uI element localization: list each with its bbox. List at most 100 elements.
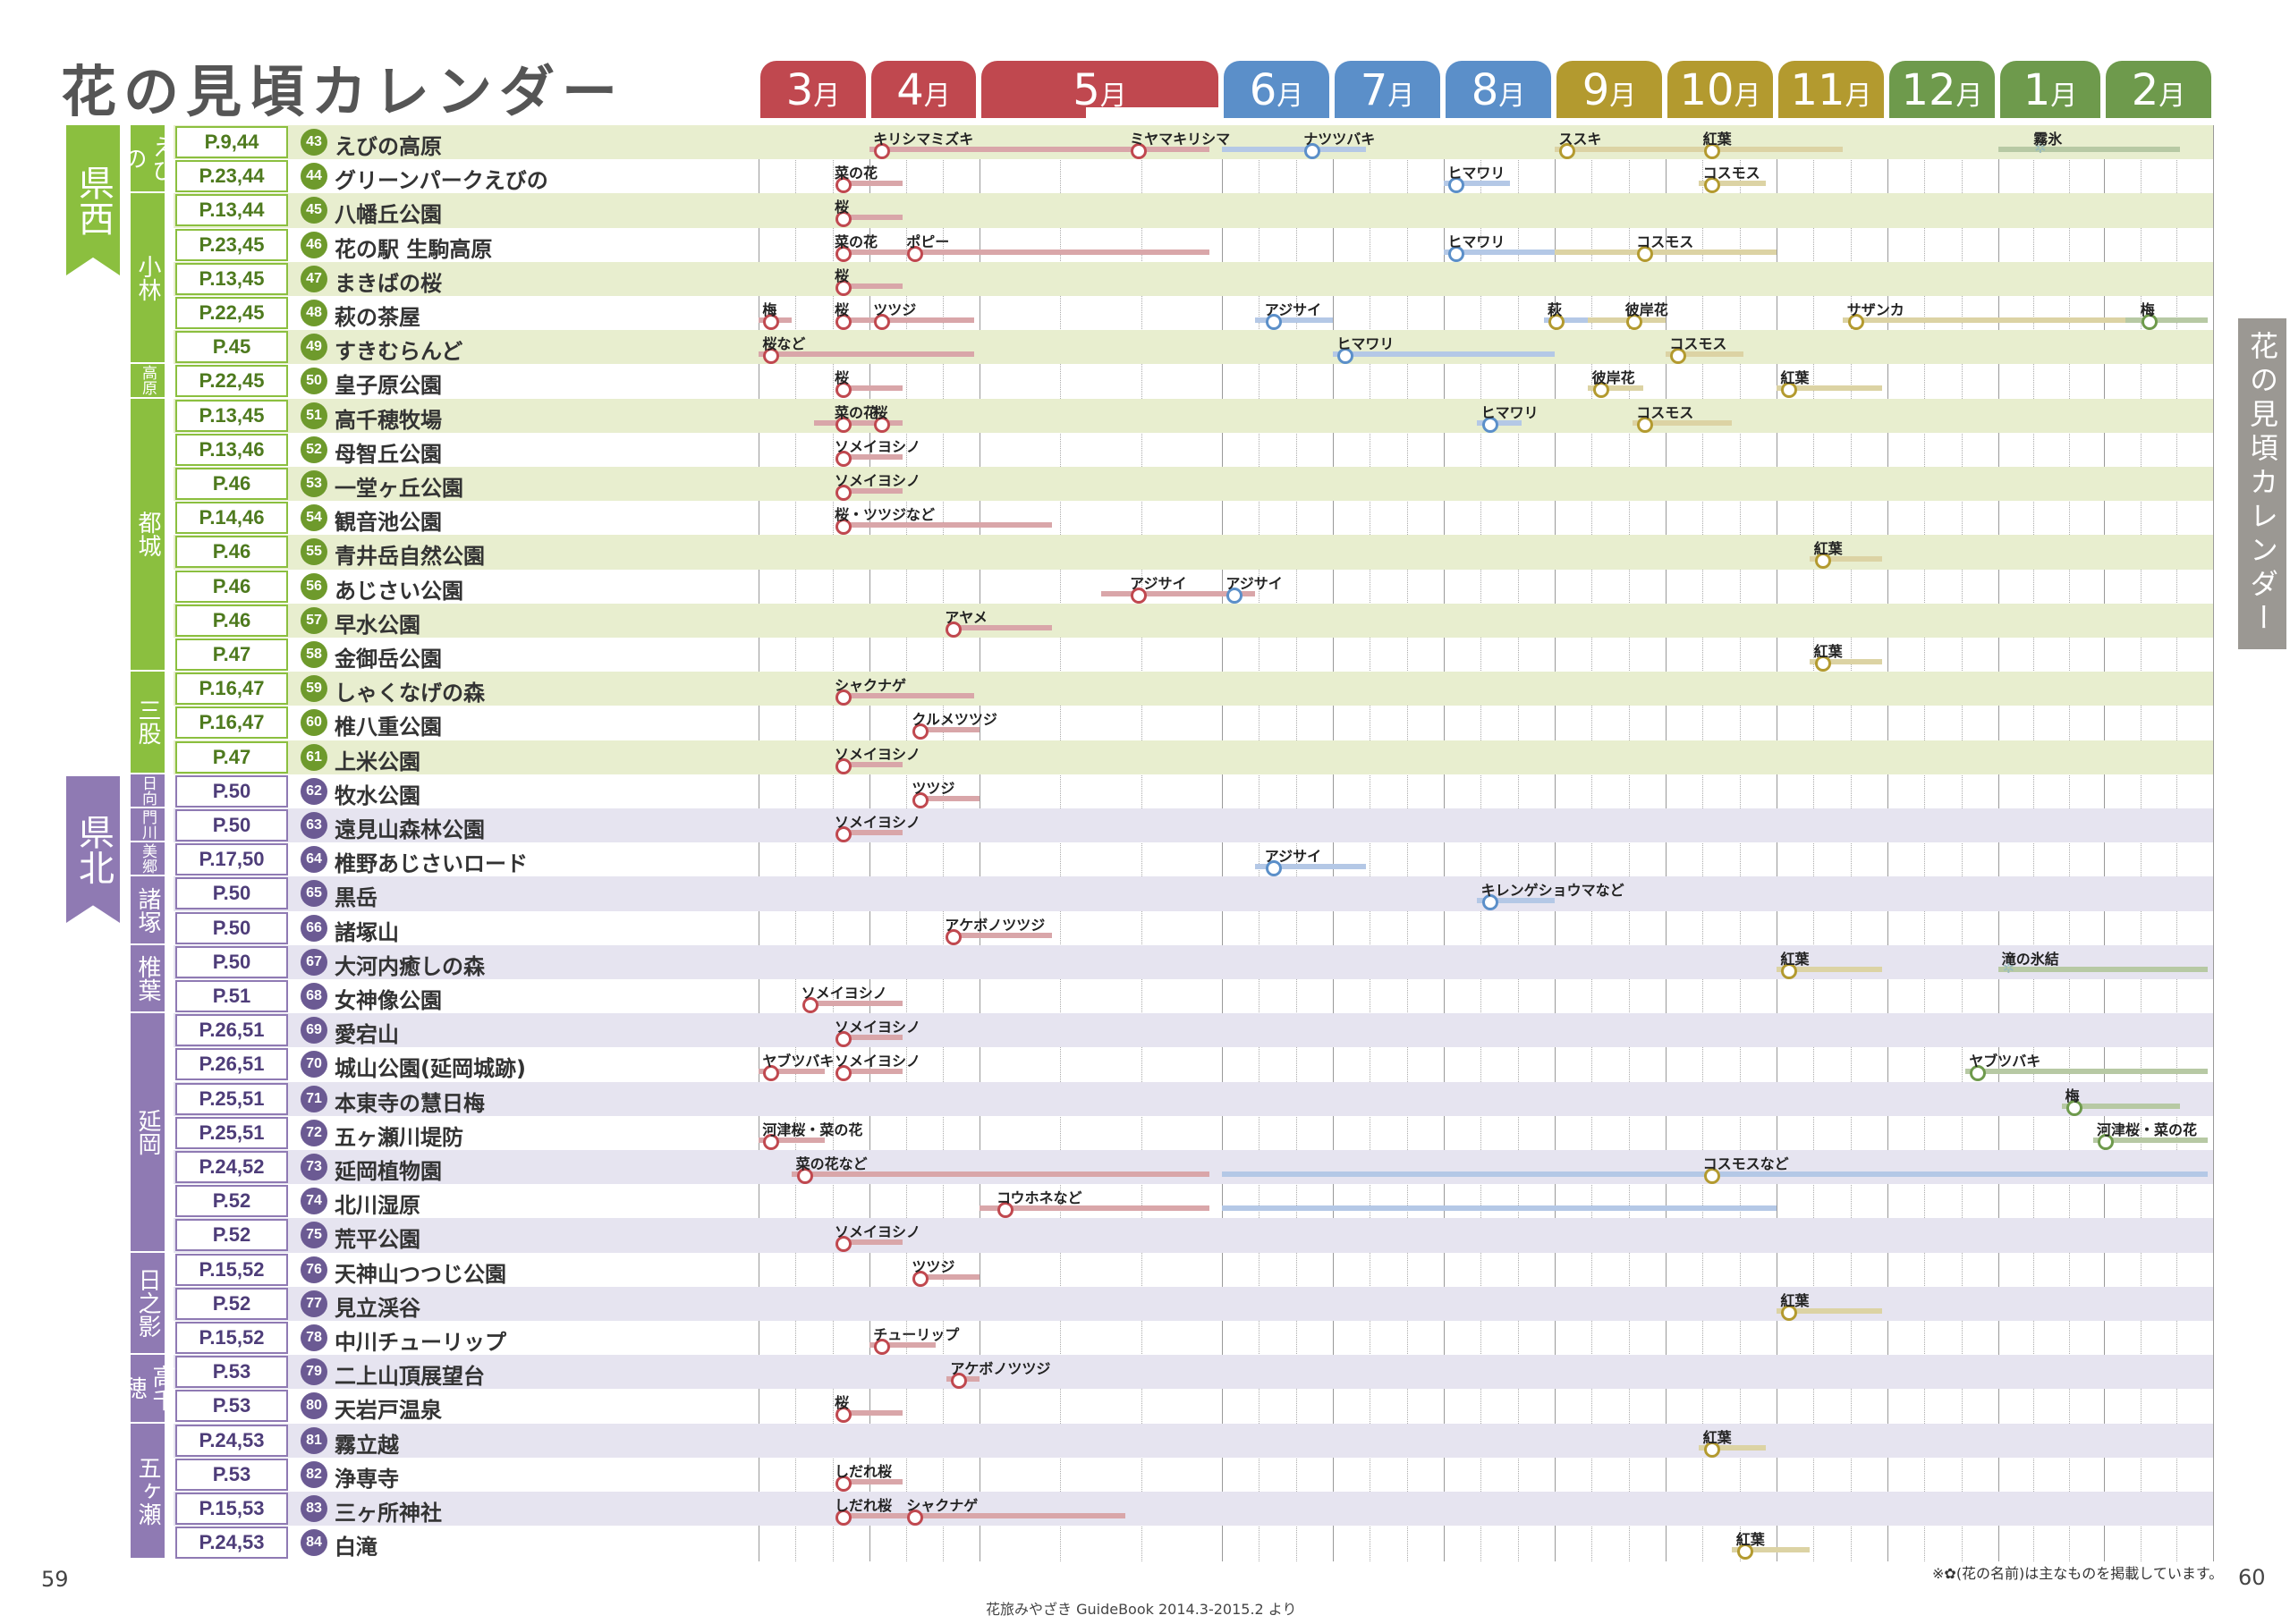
page-ref: P.24,52 [175, 1151, 288, 1183]
bloom-period-bar [1222, 1205, 1777, 1212]
flower-label: 菜の花など [795, 1155, 868, 1172]
month-unit: 月 [1955, 80, 1983, 112]
bloom-period-bar [1255, 317, 1333, 323]
month-number: 6 [1249, 65, 1277, 115]
flower-label: 紅葉 [1780, 1291, 1810, 1309]
spot-name: 天神山つつじ公園 [335, 1261, 506, 1287]
area-label: 高原 [131, 364, 165, 397]
bloom-period-bar [1632, 419, 1733, 426]
page-ref: P.50 [175, 774, 288, 808]
flower-icon [874, 1339, 891, 1355]
flower-icon [912, 791, 929, 808]
page-ref: P.47 [175, 740, 288, 774]
spot-name: すきむらんど [335, 339, 463, 365]
flower-icon [1448, 245, 1465, 262]
spot-number: 57 [301, 606, 327, 634]
flower-icon [835, 1510, 852, 1526]
spot-number: 43 [301, 129, 327, 156]
flower-label: ヒマワリ [1480, 403, 1539, 421]
region-label: 県西 [66, 125, 120, 275]
flower-icon [1736, 1544, 1753, 1561]
bloom-period-bar [1477, 419, 1522, 426]
page-ref: P.51 [175, 980, 288, 1012]
flower-label: コウホネなど [997, 1189, 1082, 1207]
month-tab: 7月 [1335, 61, 1440, 118]
flower-label: ソメイヨシノ [835, 472, 921, 489]
spot-name: 皇子原公園 [335, 373, 442, 399]
row-stripe [174, 603, 2213, 638]
flower-label: ポピー [906, 233, 950, 250]
flower-label: アジサイ [1264, 301, 1322, 318]
flower-icon [763, 1133, 780, 1150]
page-ref: P.24,53 [175, 1424, 288, 1457]
dekad-gridline [832, 125, 834, 1561]
flower-label: 紅葉 [1735, 1531, 1765, 1549]
bloom-period-bar [835, 215, 903, 221]
page-ref: P.50 [175, 877, 288, 910]
flower-icon [946, 928, 963, 945]
bloom-period-bar [802, 1001, 903, 1006]
month-unit: 月 [1609, 80, 1637, 112]
row-stripe [174, 330, 2213, 365]
page-ref: P.23,45 [175, 228, 288, 261]
spot-name: 観音池公園 [335, 510, 442, 536]
spot-number: 56 [301, 572, 327, 600]
bloom-period-bar [902, 249, 1210, 255]
dekad-gridline [1060, 125, 1062, 1561]
dekad-gridline [2140, 125, 2142, 1561]
area-label: 日向 [131, 774, 165, 807]
page-ref: P.22,45 [175, 297, 288, 329]
page-ref: P.13,46 [175, 433, 288, 466]
bloom-period-bar [835, 693, 974, 699]
bloom-period-bar [835, 522, 1053, 529]
page-ref: P.46 [175, 604, 288, 637]
flower-label: コスモスなど [1702, 1155, 1789, 1172]
month-unit: 月 [1845, 80, 1872, 112]
area-label: 椎葉 [131, 944, 165, 1012]
dekad-gridline [906, 125, 907, 1561]
flower-icon [835, 826, 852, 842]
spot-name: 諸塚山 [335, 919, 399, 945]
flower-label: ソメイヨシノ [835, 814, 921, 831]
spot-number: 53 [301, 470, 327, 497]
row-stripe [174, 1355, 2213, 1390]
flower-icon [835, 519, 852, 536]
spot-number: 62 [301, 777, 327, 805]
month-unit: 月 [1099, 80, 1127, 112]
dekad-gridline [2176, 125, 2178, 1561]
dekad-gridline [1628, 125, 1630, 1561]
snowflake-icon: ✲ [2034, 140, 2047, 156]
bloom-period-bar [946, 932, 1053, 938]
spot-name: 高千穂牧場 [335, 407, 442, 433]
spot-number: 59 [301, 675, 327, 703]
flower-icon [1481, 894, 1498, 911]
flower-icon [1847, 314, 1864, 330]
flower-icon [1337, 348, 1354, 365]
spot-number: 65 [301, 880, 327, 908]
dekad-gridline [1259, 125, 1260, 1561]
row-stripe [174, 876, 2213, 911]
flower-icon [835, 485, 852, 501]
page-ref: P.26,51 [175, 1048, 288, 1081]
bloom-period-bar [1777, 385, 1882, 392]
area-label: 五ヶ瀬 [131, 1423, 165, 1559]
spot-number: 55 [301, 538, 327, 566]
page-ref: P.50 [175, 809, 288, 842]
month-unit: 月 [1734, 80, 1761, 112]
month-gridline [1222, 125, 1223, 1561]
spot-number: 60 [301, 709, 327, 737]
bloom-period-bar [1222, 147, 1367, 152]
spot-name: 五ヶ瀬川堤防 [335, 1124, 463, 1150]
row-stripe [174, 740, 2213, 774]
spot-number: 46 [301, 231, 327, 258]
flower-icon [874, 416, 891, 433]
bloom-period-bar [946, 624, 1053, 630]
month-tab: 5月 [981, 61, 1218, 118]
month-tab: 1月 [2000, 61, 2100, 118]
flower-icon [951, 1373, 968, 1390]
bloom-period-bar [759, 1069, 826, 1075]
flower-label: 梅 [2065, 1087, 2080, 1104]
flower-label: コスモス [1636, 403, 1694, 421]
spot-name: 浄専寺 [335, 1466, 399, 1492]
bloom-period-bar [2093, 1137, 2208, 1143]
